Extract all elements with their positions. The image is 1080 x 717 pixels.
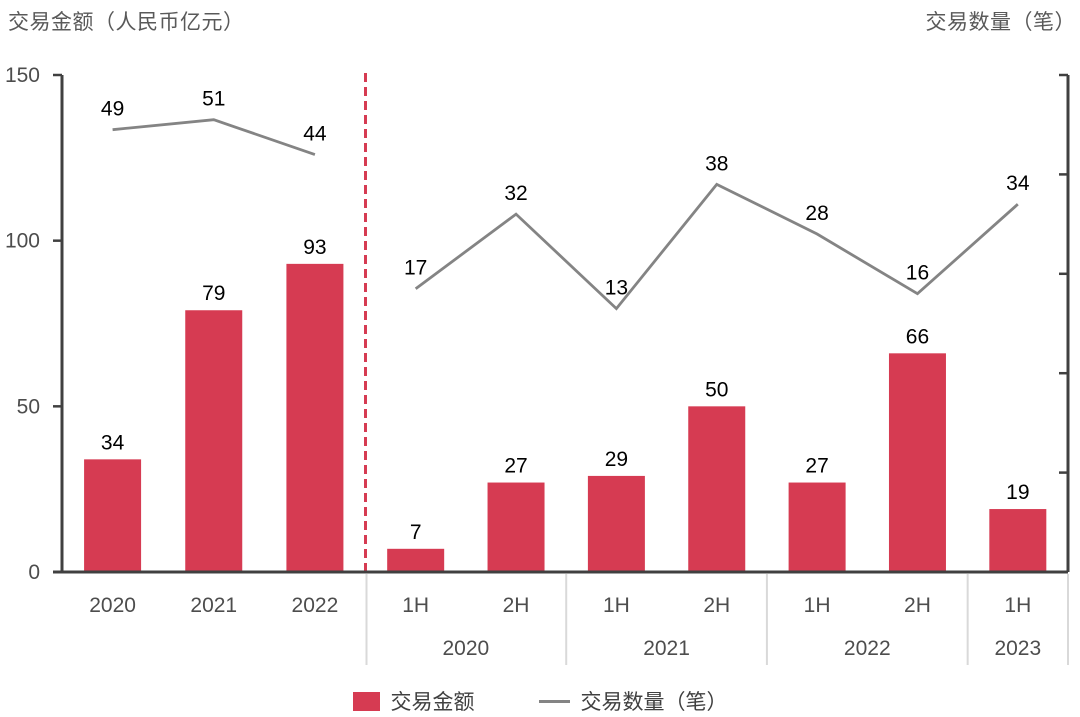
x-axis-label: 2020 [89, 594, 136, 617]
x-axis-label: 1H [402, 594, 429, 617]
legend-line-label: 交易数量（笔） [580, 691, 728, 714]
line-point-label: 16 [906, 262, 929, 285]
x-axis-label: 1H [603, 594, 630, 617]
bar-value-label: 50 [705, 378, 728, 401]
line-point-label: 34 [1006, 172, 1030, 195]
line-point-label: 28 [805, 202, 828, 225]
x-axis-group-label: 2022 [844, 637, 891, 660]
bar-1H [587, 475, 645, 572]
line-point-label: 44 [303, 123, 327, 146]
right-axis-title: 交易数量（笔） [925, 11, 1076, 34]
line-point-label: 32 [504, 182, 527, 205]
x-axis-group-label: 2021 [643, 637, 690, 660]
line-point-label: 17 [404, 257, 427, 280]
legend-line-swatch [538, 699, 570, 703]
bar-value-label: 19 [1006, 481, 1029, 504]
bar-2H [888, 353, 946, 572]
bar-1H [989, 509, 1047, 572]
bar-1H [788, 482, 846, 572]
bar-value-label: 34 [101, 431, 125, 454]
line-point-label: 51 [202, 88, 225, 111]
bar-1H [387, 548, 445, 572]
x-axis-label: 2H [904, 594, 931, 617]
legend-bar-swatch [352, 691, 380, 711]
bar-2021 [185, 310, 243, 572]
x-axis-group-label: 2020 [442, 637, 489, 660]
legend-item-count: 交易数量（笔） [538, 686, 728, 716]
x-axis-label: 2022 [292, 594, 339, 617]
bar-2H [487, 482, 545, 572]
bar-value-label: 93 [303, 236, 326, 259]
bar-value-label: 7 [410, 521, 422, 544]
x-axis-label: 2021 [190, 594, 237, 617]
bar-value-label: 66 [906, 325, 929, 348]
x-axis-label: 1H [804, 594, 831, 617]
bar-value-label: 29 [605, 448, 628, 471]
chart-legend: 交易金额 交易数量（笔） [0, 686, 1080, 716]
count-line [414, 182, 1019, 311]
x-axis-label: 1H [1004, 594, 1031, 617]
count-line [112, 118, 316, 156]
y-axis-tick-label: 150 [5, 64, 40, 87]
line-point-label: 13 [605, 277, 628, 300]
bar-value-label: 27 [805, 455, 828, 478]
y-axis-tick-label: 0 [28, 561, 40, 584]
left-axis-title: 交易金额（人民币亿元） [8, 11, 245, 34]
x-axis-group-label: 2023 [994, 637, 1041, 660]
bar-value-label: 27 [504, 455, 527, 478]
bar-2020 [84, 459, 142, 572]
x-axis-label: 2H [503, 594, 530, 617]
bar-value-label: 79 [202, 282, 225, 305]
y-axis-tick-label: 50 [17, 395, 40, 418]
bar-2022 [286, 263, 344, 572]
legend-item-amount: 交易金额 [352, 686, 475, 716]
legend-bar-label: 交易金额 [390, 691, 475, 714]
line-point-label: 38 [705, 152, 728, 175]
y-axis-tick-label: 100 [5, 230, 40, 253]
bar-2H [688, 406, 746, 572]
x-axis-label: 2H [703, 594, 730, 617]
line-point-label: 49 [101, 98, 124, 121]
